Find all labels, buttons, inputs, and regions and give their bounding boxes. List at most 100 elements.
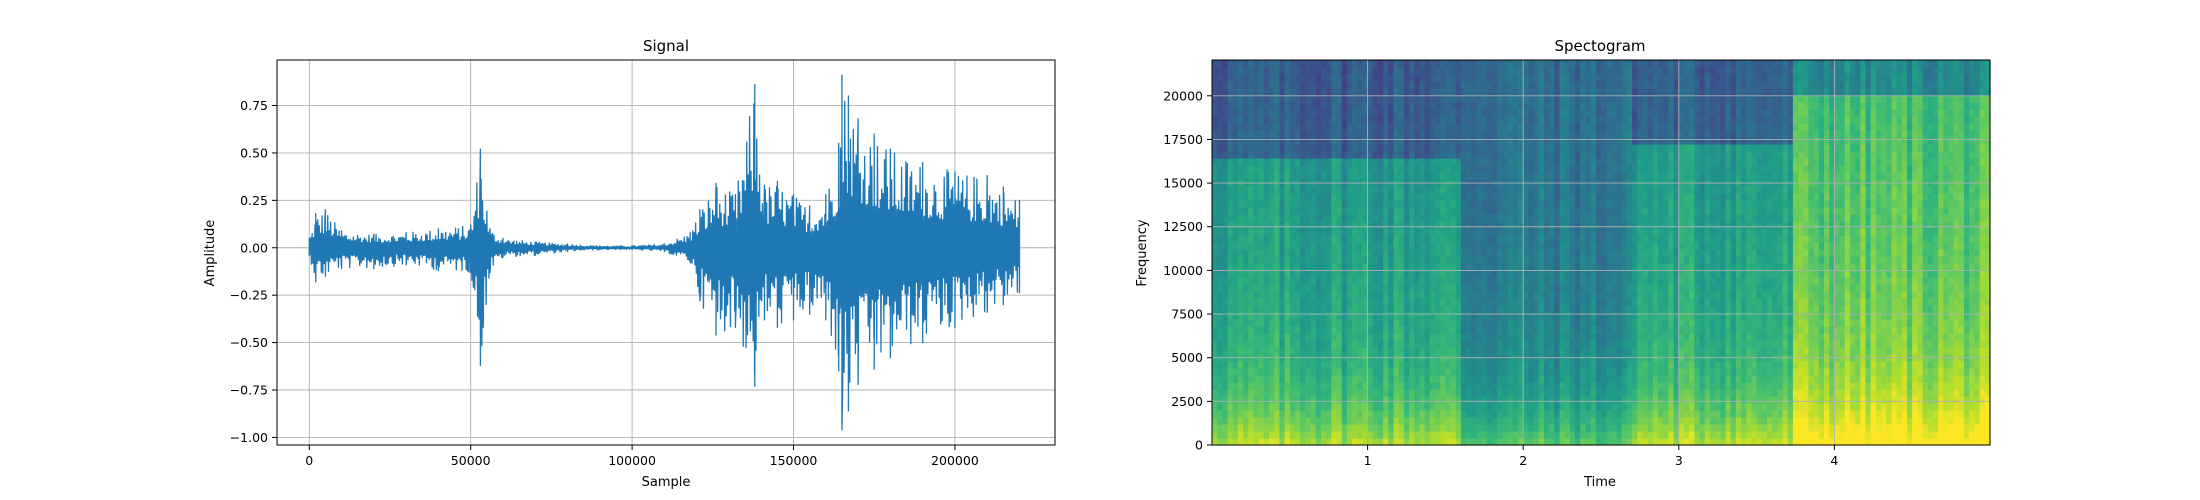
spectrogram-cell: [1450, 249, 1457, 257]
spectrogram-cell: [1512, 214, 1519, 222]
spectrogram-cell: [1300, 172, 1306, 180]
spectrogram-cell: [1237, 438, 1244, 446]
spectrogram-cell: [1455, 123, 1462, 131]
spectrogram-cell: [1538, 263, 1545, 271]
spectrogram-cell: [1590, 361, 1597, 369]
spectrogram-cell: [1575, 319, 1581, 327]
spectrogram-cell: [1362, 305, 1369, 313]
spectrogram-cell: [1549, 312, 1555, 320]
spectrogram-cell: [1673, 130, 1680, 138]
spectrogram-cell: [1383, 116, 1389, 124]
spectrogram-cell: [1549, 67, 1555, 75]
spectrogram-cell: [1543, 116, 1550, 124]
spectrogram-cell: [1538, 228, 1545, 236]
spectrogram-cell: [1632, 60, 1638, 68]
spectrogram-cell: [1455, 158, 1462, 166]
spectrogram-cell: [1466, 403, 1472, 411]
spectrogram-cell: [1336, 186, 1343, 194]
spectrogram-cell: [1621, 109, 1628, 117]
spectrogram-cell: [1341, 410, 1348, 418]
spectrogram-cell: [1492, 116, 1498, 124]
spectrogram-cell: [1580, 172, 1587, 180]
spectrogram-cell: [1590, 368, 1597, 376]
spectrogram-cell: [1611, 361, 1618, 369]
spectrogram-cell: [1668, 130, 1675, 138]
spectrogram-cell: [1429, 151, 1436, 159]
spectrogram-cell: [1227, 305, 1234, 313]
spectrogram-cell: [1258, 214, 1265, 222]
spectrogram-cell: [1429, 431, 1436, 439]
spectrogram-cell: [1642, 137, 1649, 145]
spectrogram-cell: [1388, 424, 1395, 432]
spectrogram-cell: [1476, 74, 1483, 82]
spectrogram-cell: [1528, 109, 1535, 117]
spectrogram-cell: [1642, 382, 1649, 390]
spectrogram-cell: [1331, 151, 1338, 159]
spectrogram-cell: [1253, 193, 1260, 201]
spectrogram-cell: [1559, 158, 1566, 166]
spectrogram-cell: [1352, 109, 1358, 117]
spectrogram-cell: [1606, 389, 1612, 397]
spectrogram-cell: [1336, 333, 1343, 341]
spectrogram-cell: [1346, 193, 1353, 201]
spectrogram-cell: [1440, 319, 1446, 327]
spectrogram-cell: [1492, 389, 1498, 397]
spectrogram-cell: [1269, 298, 1275, 306]
spectrogram-cell: [1227, 242, 1234, 250]
spectrogram-cell: [1492, 410, 1498, 418]
spectrogram-cell: [1372, 130, 1379, 138]
spectrogram-cell: [1569, 221, 1576, 229]
spectrogram-cell: [1398, 326, 1405, 334]
spectrogram-cell: [1377, 389, 1384, 397]
spectrogram-cell: [1320, 361, 1327, 369]
spectrogram-cell: [1289, 186, 1296, 194]
spectrogram-cell: [1294, 256, 1301, 264]
spectrogram-cell: [1606, 375, 1612, 383]
spectrogram-cell: [1632, 151, 1638, 159]
spectrogram-cell: [1243, 214, 1249, 222]
spectrogram-cell: [1269, 396, 1275, 404]
spectrogram-cell: [1284, 109, 1291, 117]
spectrogram-cell: [1212, 277, 1218, 285]
spectrogram-cell: [1471, 60, 1478, 68]
spectrogram-cell: [1663, 186, 1670, 194]
spectrogram-cell: [1611, 319, 1618, 327]
spectrogram-cell: [1403, 417, 1410, 425]
spectrogram-cell: [1237, 312, 1244, 320]
spectrogram-cell: [1606, 284, 1612, 292]
spectrogram-cell: [1279, 382, 1286, 390]
spectrogram-cell: [1383, 410, 1389, 418]
spectrogram-cell: [1435, 172, 1441, 180]
spectrogram-cell: [1435, 74, 1441, 82]
spectrogram-cell: [1388, 305, 1395, 313]
spectrogram-cell: [1243, 193, 1249, 201]
spectrogram-cell: [1258, 130, 1265, 138]
spectrogram-cell: [1528, 417, 1535, 425]
spectrogram-cell: [1450, 116, 1457, 124]
spectrogram-cell: [1486, 81, 1493, 89]
spectrogram-cell: [1455, 242, 1462, 250]
spectrogram-cell: [1232, 256, 1239, 264]
spectrogram-cell: [1274, 424, 1281, 432]
spectrogram-cell: [1652, 340, 1659, 348]
spectrogram-cell: [1471, 417, 1478, 425]
spectrogram-cell: [1621, 95, 1628, 103]
spectrogram-cell: [1222, 74, 1229, 82]
spectrogram-cell: [1388, 403, 1395, 411]
spectrogram-cell: [1346, 214, 1353, 222]
spectrogram-cell: [1326, 368, 1332, 376]
spectrogram-cell: [1606, 172, 1612, 180]
spectrogram-cell: [1621, 424, 1628, 432]
spectrogram-cell: [1466, 410, 1472, 418]
spectrogram-cell: [1398, 242, 1405, 250]
spectrogram-cell: [1658, 151, 1664, 159]
spectrogram-cell: [1512, 158, 1519, 166]
spectrogram-cell: [1616, 214, 1623, 222]
spectrogram-cell: [1377, 144, 1384, 152]
spectrogram-cell: [1658, 144, 1664, 152]
spectrogram-cell: [1590, 186, 1597, 194]
spectrogram-cell: [1424, 74, 1431, 82]
spectrogram-cell: [1652, 109, 1659, 117]
spectrogram-cell: [1590, 214, 1597, 222]
spectrogram-cell: [1284, 375, 1291, 383]
